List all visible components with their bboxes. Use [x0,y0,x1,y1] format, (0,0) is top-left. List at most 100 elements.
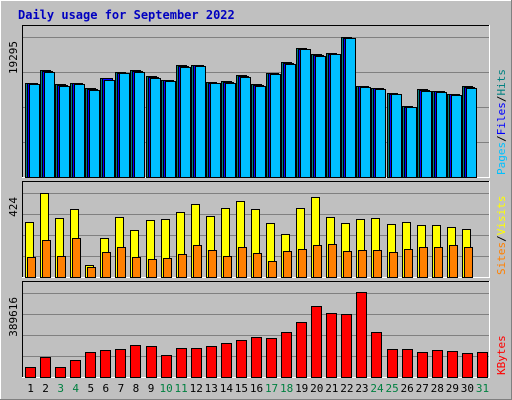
bar-pages-29 [451,95,462,178]
bar-kbytes-11 [176,348,187,378]
bar-pages-8 [134,72,145,178]
bar-kbytes-6 [100,350,111,378]
bar-kbytes-14 [221,343,232,378]
label-separator: / [495,235,508,242]
bar-kbytes-3 [55,367,66,378]
x-tick-label-11: 11 [175,382,188,395]
bar-sites-10 [163,258,172,278]
x-tick-label-21: 21 [325,382,338,395]
series-label-sites: Sites [495,242,508,275]
series-label-files: Files [495,102,508,135]
bar-sites-2 [42,240,51,278]
bar-pages-1 [29,84,40,178]
bar-pages-5 [89,90,100,178]
bar-pages-28 [436,92,447,178]
bar-kbytes-15 [236,340,247,378]
bar-sites-11 [178,254,187,278]
series-label-kbytes: KBytes [495,335,508,375]
bar-sites-18 [283,251,292,278]
bar-sites-13 [208,250,217,278]
x-tick-label-23: 23 [355,382,368,395]
x-tick-label-28: 28 [431,382,444,395]
x-tick-label-30: 30 [461,382,474,395]
bar-pages-6 [104,80,115,178]
bar-kbytes-31 [477,352,488,378]
x-tick-label-6: 6 [103,382,110,395]
x-tick-label-14: 14 [220,382,234,395]
bar-kbytes-19 [296,322,307,378]
bar-pages-23 [360,87,371,178]
bar-sites-22 [343,251,352,278]
bar-kbytes-1 [25,367,36,378]
x-tick-label-20: 20 [310,382,323,395]
x-tick-label-25: 25 [385,382,398,395]
x-tick-label-9: 9 [148,382,155,395]
bar-pages-21 [330,54,341,178]
bar-sites-21 [328,244,337,278]
bar-kbytes-5 [85,352,96,378]
x-tick-label-4: 4 [72,382,79,395]
series-label-pages: Pages [495,142,508,175]
bar-pages-15 [240,77,251,178]
bar-kbytes-30 [462,353,473,378]
bar-sites-16 [253,253,262,278]
bar-kbytes-2 [40,357,51,378]
x-tick-label-18: 18 [280,382,293,395]
axis-max-label-hits-files-pages: 19295 [7,41,20,74]
series-labels-hits-files-pages: Pages/Files/Hits [495,69,508,175]
bar-sites-15 [238,247,247,278]
bar-pages-3 [59,86,70,178]
x-tick-label-31: 31 [476,382,489,395]
bar-sites-6 [102,252,111,278]
x-tick-label-13: 13 [205,382,218,395]
bar-pages-4 [74,84,85,178]
bar-kbytes-7 [115,349,126,378]
x-tick-label-8: 8 [133,382,140,395]
x-tick-label-29: 29 [446,382,459,395]
bar-pages-14 [225,83,236,178]
bar-kbytes-25 [387,349,398,378]
x-tick-label-24: 24 [370,382,384,395]
bar-pages-12 [195,66,206,178]
bar-kbytes-24 [371,332,382,378]
bar-kbytes-10 [161,355,172,378]
bar-sites-30 [464,247,473,278]
bar-sites-1 [27,257,36,278]
x-tick-label-3: 3 [57,382,64,395]
bar-kbytes-12 [191,348,202,378]
bar-sites-27 [419,247,428,278]
x-tick-label-17: 17 [265,382,278,395]
bar-pages-13 [210,83,221,178]
bar-sites-4 [72,238,81,278]
series-label-hits: Hits [495,69,508,96]
bar-pages-26 [406,107,417,178]
bar-pages-30 [466,88,477,178]
x-tick-label-27: 27 [416,382,429,395]
bar-pages-20 [315,56,326,178]
bar-kbytes-27 [417,352,428,378]
x-tick-label-16: 16 [250,382,263,395]
bar-sites-26 [404,249,413,278]
bar-kbytes-26 [402,349,413,378]
series-labels-kbytes: KBytes [495,335,508,375]
label-separator: / [495,96,508,103]
bar-sites-9 [148,259,157,278]
bar-pages-17 [270,74,281,178]
bar-kbytes-28 [432,350,443,378]
x-tick-label-22: 22 [340,382,353,395]
bar-pages-18 [285,64,296,178]
bar-pages-16 [255,86,266,178]
x-tick-label-26: 26 [401,382,414,395]
x-tick-label-12: 12 [190,382,203,395]
chart-title: Daily usage for September 2022 [18,8,235,22]
x-tick-label-10: 10 [159,382,172,395]
bar-kbytes-21 [326,313,337,378]
bar-kbytes-18 [281,332,292,378]
bar-sites-14 [223,256,232,278]
bar-kbytes-23 [356,292,367,378]
bar-sites-20 [313,245,322,278]
bar-sites-29 [449,245,458,278]
bar-kbytes-13 [206,346,217,378]
